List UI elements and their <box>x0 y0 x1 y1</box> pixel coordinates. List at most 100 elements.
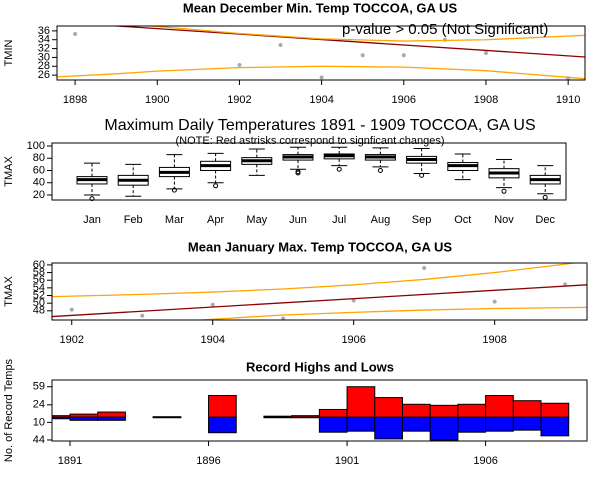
x-tick-label: 1908 <box>474 94 498 106</box>
bar <box>457 416 487 433</box>
bar <box>346 416 376 432</box>
y-tick-label: 36 <box>38 25 50 37</box>
bar <box>97 416 126 421</box>
fit-line <box>52 284 587 318</box>
bar <box>318 416 348 433</box>
x-tick-label: 1891 <box>58 455 82 467</box>
x-tick-label: 1902 <box>59 334 83 346</box>
x-tick-label: Apr <box>207 214 224 226</box>
x-tick-label: Aug <box>371 214 391 226</box>
y-tick-label: 59 <box>33 381 45 393</box>
bar <box>208 395 237 418</box>
point <box>140 313 145 318</box>
outlier <box>419 172 425 178</box>
bar <box>152 416 182 419</box>
point <box>351 298 356 303</box>
fit-line <box>190 306 587 320</box>
bar <box>263 416 293 419</box>
y-tick-label: 34 <box>38 34 50 46</box>
x-tick-label: 1904 <box>309 94 333 106</box>
point <box>281 316 286 320</box>
point <box>401 53 406 58</box>
bar <box>291 416 320 419</box>
y-tick-label: 56 <box>33 274 45 286</box>
y-tick-label: 48 <box>33 305 45 317</box>
outlier <box>542 194 548 200</box>
outlier <box>213 183 219 189</box>
bar <box>208 416 237 434</box>
fit-line <box>144 26 585 42</box>
chart-subtitle: (NOTE: Red astrisks correspond to signfi… <box>175 135 444 147</box>
y-tick-label: 60 <box>33 259 45 271</box>
y-tick-label: 52 <box>33 289 45 301</box>
bar <box>374 416 403 440</box>
x-tick-label: 1904 <box>200 334 224 346</box>
plot-area <box>52 386 570 441</box>
y-tick-label: 40 <box>33 177 45 189</box>
bar <box>401 416 431 432</box>
bar <box>512 416 542 431</box>
point <box>278 43 283 48</box>
chart-title: Mean January Max. Temp TOCCOA, GA US <box>188 239 452 254</box>
chart-title: Mean December Min. Temp TOCCOA, GA US <box>183 0 458 15</box>
x-tick-label: Jun <box>289 214 307 226</box>
point <box>492 299 497 304</box>
bar <box>457 403 487 418</box>
outlier <box>89 196 95 202</box>
x-tick-label: Sep <box>412 214 432 226</box>
y-tick-label: 100 <box>27 140 45 152</box>
chart-title: Maximum Daily Temperatures 1891 - 1909 T… <box>104 117 535 134</box>
y-axis-label: TMAX <box>3 156 15 187</box>
outlier <box>295 169 301 175</box>
x-tick-label: Mar <box>165 214 184 226</box>
bar <box>512 400 542 418</box>
bar <box>346 386 376 418</box>
fit-line <box>57 65 585 80</box>
y-tick-label: 10 <box>33 416 45 428</box>
x-tick-label: 1910 <box>556 94 580 106</box>
x-tick-label: 1901 <box>335 455 359 467</box>
x-tick-label: 1896 <box>196 455 220 467</box>
plot-frame <box>51 379 588 442</box>
plot-frame <box>56 25 586 81</box>
x-tick-label: 1906 <box>341 334 365 346</box>
y-axis-label: TMAX <box>3 276 15 307</box>
y-tick-label: 50 <box>33 297 45 309</box>
bar <box>374 397 403 418</box>
point <box>483 51 488 55</box>
plot-frame <box>51 142 567 201</box>
x-tick-label: 1902 <box>227 94 251 106</box>
bar <box>429 404 459 418</box>
x-tick-label: Dec <box>535 214 555 226</box>
bar <box>318 408 348 418</box>
fit-line <box>107 26 585 58</box>
plot-area <box>57 26 585 80</box>
point <box>210 302 215 307</box>
y-axis-label: TMIN <box>3 40 15 67</box>
point <box>69 307 74 312</box>
bar <box>97 411 126 418</box>
y-tick-label: 44 <box>33 434 45 446</box>
y-tick-label: 30 <box>38 51 50 63</box>
plot-frame <box>51 262 588 321</box>
point <box>73 31 78 36</box>
bar <box>429 416 459 441</box>
y-tick-label: 24 <box>33 399 45 411</box>
bar <box>540 402 570 418</box>
x-tick-label: 1906 <box>392 94 416 106</box>
point <box>319 75 324 80</box>
y-tick-label: 26 <box>38 69 50 81</box>
bar <box>69 416 99 421</box>
x-tick-label: 1898 <box>63 94 87 106</box>
y-tick-label: 20 <box>33 189 45 201</box>
chart-title: Record Highs and Lows <box>246 359 394 374</box>
bar <box>485 395 514 418</box>
point <box>237 62 242 67</box>
outlier <box>501 188 507 194</box>
x-tick-label: 1908 <box>482 334 506 346</box>
y-tick-label: 54 <box>33 282 45 294</box>
outlier <box>171 187 177 193</box>
x-tick-label: Jul <box>332 214 346 226</box>
